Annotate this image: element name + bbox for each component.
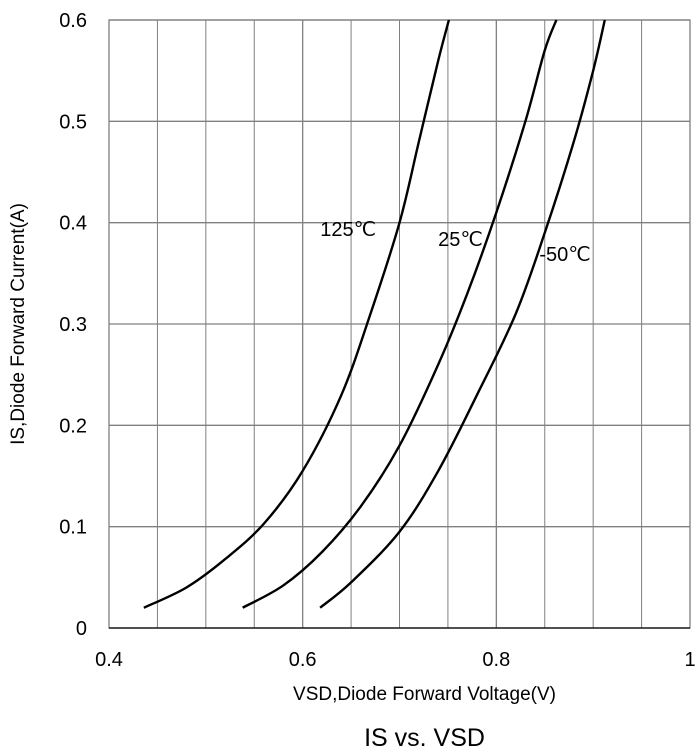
x-tick-labels: 0.4 0.6 0.8 1 bbox=[95, 649, 695, 671]
y-tick-label: 0.2 bbox=[59, 415, 87, 437]
series-line-25C bbox=[242, 19, 558, 609]
y-axis-title: IS,Diode Forward Current(A) bbox=[8, 203, 29, 445]
x-axis-title: VSD,Diode Forward Voltage(V) bbox=[293, 684, 556, 705]
y-tick-label: 0.6 bbox=[59, 10, 87, 32]
series-line-125C bbox=[143, 19, 451, 609]
major-gridlines bbox=[108, 19, 691, 629]
series-lines bbox=[143, 19, 606, 609]
x-tick-label: 0.6 bbox=[289, 649, 317, 671]
y-tick-label: 0.3 bbox=[59, 314, 87, 336]
series-line--50C bbox=[319, 19, 606, 609]
series-label: -50℃ bbox=[539, 244, 590, 266]
y-tick-label: 0.4 bbox=[59, 213, 87, 235]
x-tick-label: 0.8 bbox=[482, 649, 510, 671]
y-tick-label: 0.1 bbox=[59, 517, 87, 539]
y-tick-label: 0 bbox=[76, 618, 87, 640]
series-label: 25℃ bbox=[438, 229, 483, 251]
y-tick-label: 0.5 bbox=[59, 111, 87, 133]
series-label: 125℃ bbox=[320, 219, 376, 241]
y-tick-labels: 0 0.1 0.2 0.3 0.4 0.5 0.6 bbox=[59, 10, 87, 640]
chart-caption: IS vs. VSD bbox=[364, 724, 485, 752]
x-tick-label: 0.4 bbox=[95, 649, 123, 671]
series-labels: 125℃ 25℃ -50℃ bbox=[320, 219, 591, 266]
x-tick-label: 1 bbox=[684, 649, 695, 671]
